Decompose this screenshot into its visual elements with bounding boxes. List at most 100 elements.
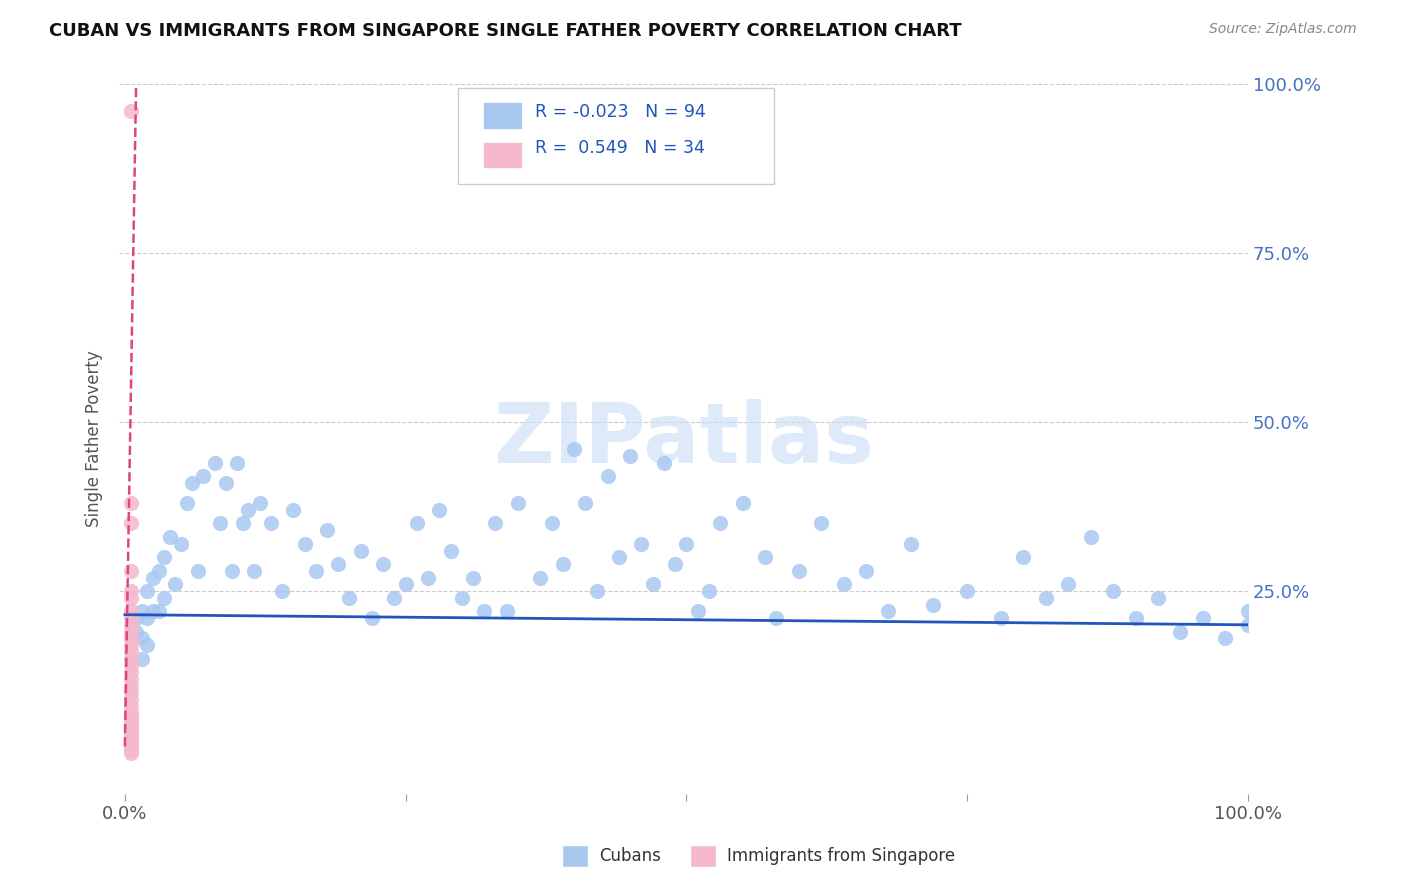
Point: [120, 564, 142, 578]
Point: [120, 698, 142, 713]
Point: [607, 550, 630, 565]
Point: [120, 584, 142, 599]
Y-axis label: Single Father Poverty: Single Father Poverty: [86, 351, 103, 527]
Point: [120, 104, 142, 119]
Point: [529, 570, 551, 584]
Point: [832, 577, 855, 591]
Bar: [482, 142, 522, 168]
Text: Source: ZipAtlas.com: Source: ZipAtlas.com: [1209, 22, 1357, 37]
Point: [922, 598, 945, 612]
Point: [1125, 611, 1147, 625]
Point: [148, 604, 170, 618]
Point: [136, 584, 159, 599]
Point: [221, 564, 243, 578]
Point: [855, 564, 877, 578]
Point: [754, 550, 776, 565]
Point: [675, 537, 697, 551]
Point: [405, 516, 427, 531]
Point: [120, 632, 142, 646]
Point: [125, 611, 148, 625]
Point: [120, 651, 142, 665]
Point: [765, 611, 787, 625]
Point: [131, 632, 153, 646]
Point: [176, 496, 198, 510]
Point: [1170, 624, 1192, 639]
Point: [120, 715, 142, 730]
Point: [1237, 604, 1260, 618]
Point: [120, 719, 142, 733]
Point: [120, 736, 142, 750]
Point: [450, 591, 472, 605]
Point: [574, 496, 596, 510]
Point: [153, 591, 176, 605]
Point: [1080, 530, 1102, 544]
Point: [243, 564, 266, 578]
Point: [472, 604, 495, 618]
Point: [131, 651, 153, 665]
Point: [1215, 632, 1237, 646]
Point: [249, 496, 271, 510]
Point: [142, 604, 165, 618]
Point: [328, 557, 350, 571]
Point: [120, 624, 142, 639]
Point: [361, 611, 384, 625]
Point: [394, 577, 416, 591]
Point: [339, 591, 361, 605]
Point: [1012, 550, 1035, 565]
Point: [204, 456, 226, 470]
Text: R =  0.549   N = 34: R = 0.549 N = 34: [534, 139, 704, 157]
Point: [120, 739, 142, 754]
Point: [416, 570, 439, 584]
Point: [120, 706, 142, 720]
Point: [630, 537, 652, 551]
Bar: [482, 103, 522, 128]
Point: [1035, 591, 1057, 605]
Point: [373, 557, 395, 571]
Point: [187, 564, 209, 578]
Point: [506, 496, 529, 510]
Point: [120, 496, 142, 510]
Point: [686, 604, 709, 618]
Point: [562, 442, 585, 457]
Text: Cubans: Cubans: [599, 847, 661, 864]
Point: [731, 496, 754, 510]
Point: [153, 550, 176, 565]
Point: [1102, 584, 1125, 599]
Text: R = -0.023   N = 94: R = -0.023 N = 94: [534, 103, 706, 120]
Point: [120, 692, 142, 706]
Point: [1147, 591, 1170, 605]
Point: [209, 516, 232, 531]
Point: [120, 743, 142, 757]
Point: [120, 679, 142, 693]
Point: [193, 469, 215, 483]
Point: [787, 564, 810, 578]
Point: [1192, 611, 1215, 625]
Point: [120, 516, 142, 531]
Point: [1057, 577, 1080, 591]
Point: [142, 570, 165, 584]
Point: [709, 516, 731, 531]
Point: [461, 570, 484, 584]
Point: [1237, 617, 1260, 632]
Point: [495, 604, 517, 618]
Point: [148, 564, 170, 578]
Point: [120, 729, 142, 743]
Point: [305, 564, 328, 578]
Point: [120, 617, 142, 632]
FancyBboxPatch shape: [458, 88, 773, 184]
Text: CUBAN VS IMMIGRANTS FROM SINGAPORE SINGLE FATHER POVERTY CORRELATION CHART: CUBAN VS IMMIGRANTS FROM SINGAPORE SINGL…: [49, 22, 962, 40]
Point: [585, 584, 607, 599]
Point: [120, 685, 142, 699]
Point: [226, 456, 249, 470]
Point: [120, 645, 142, 659]
Point: [294, 537, 316, 551]
Point: [271, 584, 294, 599]
Point: [232, 516, 254, 531]
Point: [283, 503, 305, 517]
Point: [159, 530, 181, 544]
Point: [697, 584, 720, 599]
Point: [120, 726, 142, 740]
Point: [120, 732, 142, 747]
Point: [540, 516, 562, 531]
Point: [664, 557, 686, 571]
